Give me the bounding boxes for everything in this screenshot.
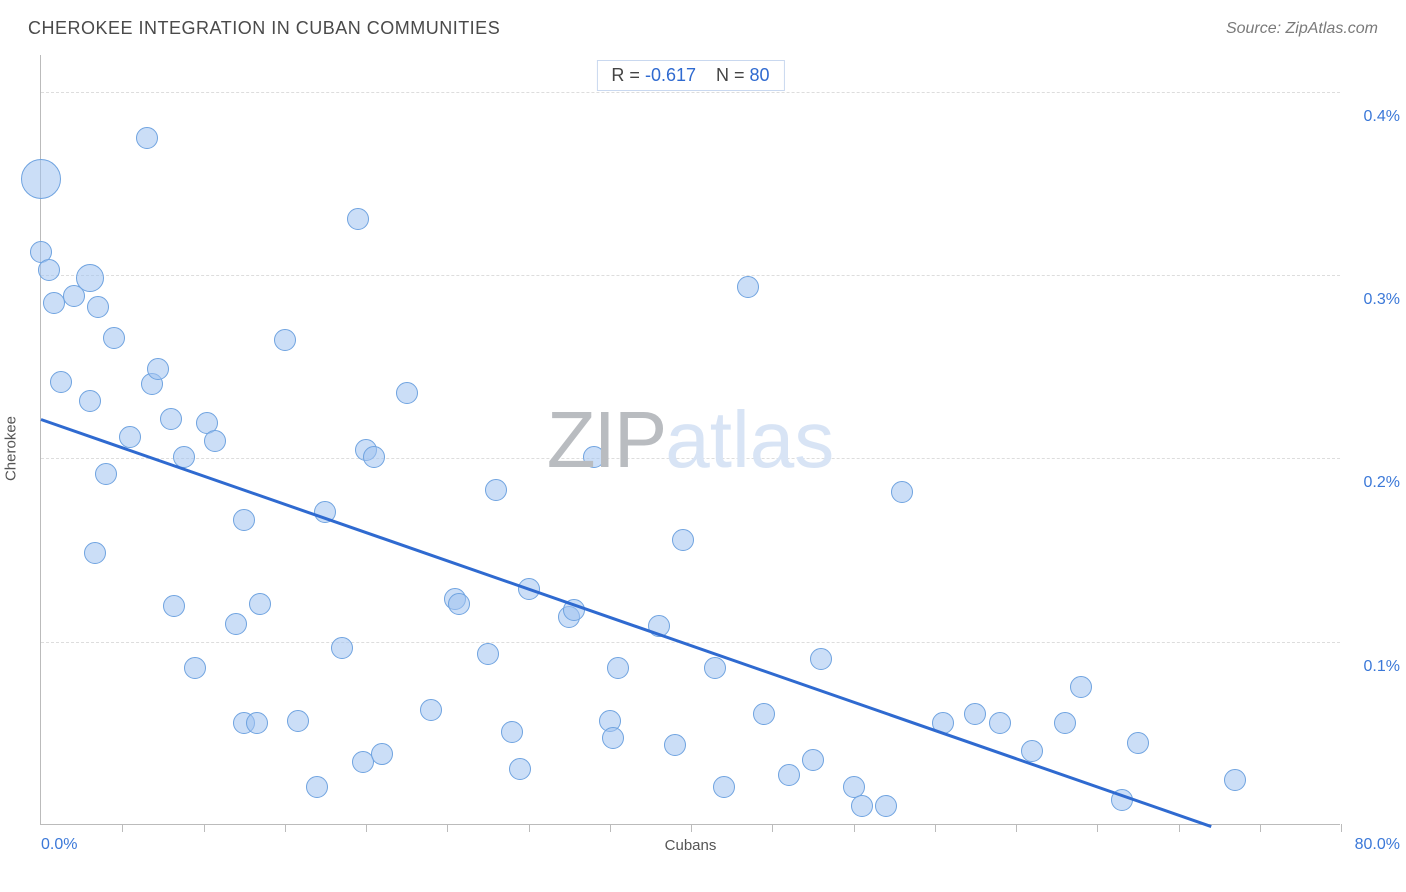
x-tick: [1097, 824, 1098, 832]
x-tick: [691, 824, 692, 832]
x-axis-label: Cubans: [665, 837, 717, 854]
data-point: [802, 749, 824, 771]
data-point: [76, 264, 104, 292]
data-point: [485, 479, 507, 501]
x-tick: [1179, 824, 1180, 832]
data-point: [664, 734, 686, 756]
data-point: [347, 208, 369, 230]
x-tick: [610, 824, 611, 832]
data-point: [84, 542, 106, 564]
data-point: [331, 637, 353, 659]
data-point: [38, 259, 60, 281]
watermark-atlas: atlas: [665, 395, 834, 484]
y-tick-label: 0.3%: [1364, 291, 1400, 309]
data-point: [136, 127, 158, 149]
gridline: [41, 92, 1340, 93]
data-point: [274, 329, 296, 351]
data-point: [509, 758, 531, 780]
r-value: -0.617: [645, 65, 696, 85]
data-point: [184, 657, 206, 679]
x-tick: [854, 824, 855, 832]
data-point: [989, 712, 1011, 734]
data-point: [233, 509, 255, 531]
data-point: [1127, 732, 1149, 754]
data-point: [891, 481, 913, 503]
scatter-chart: R = -0.617 N = 80 ZIPatlas Cherokee Cuba…: [40, 55, 1340, 825]
chart-title: CHEROKEE INTEGRATION IN CUBAN COMMUNITIE…: [28, 18, 500, 39]
data-point: [1054, 712, 1076, 734]
data-point: [1021, 740, 1043, 762]
x-tick: [122, 824, 123, 832]
data-point: [713, 776, 735, 798]
y-tick-label: 0.1%: [1364, 658, 1400, 676]
data-point: [396, 382, 418, 404]
x-max-label: 80.0%: [1355, 836, 1400, 854]
gridline: [41, 275, 1340, 276]
data-point: [875, 795, 897, 817]
data-point: [103, 327, 125, 349]
data-point: [753, 703, 775, 725]
data-point: [371, 743, 393, 765]
data-point: [287, 710, 309, 732]
watermark-zip: ZIP: [547, 395, 665, 484]
data-point: [21, 159, 61, 199]
chart-header: CHEROKEE INTEGRATION IN CUBAN COMMUNITIE…: [28, 18, 1378, 39]
data-point: [246, 712, 268, 734]
data-point: [163, 595, 185, 617]
data-point: [79, 390, 101, 412]
chart-source: Source: ZipAtlas.com: [1226, 20, 1378, 38]
data-point: [1070, 676, 1092, 698]
data-point: [249, 593, 271, 615]
x-tick: [447, 824, 448, 832]
data-point: [225, 613, 247, 635]
data-point: [95, 463, 117, 485]
x-tick: [204, 824, 205, 832]
data-point: [306, 776, 328, 798]
x-min-label: 0.0%: [41, 836, 77, 854]
data-point: [1224, 769, 1246, 791]
data-point: [448, 593, 470, 615]
x-tick: [1260, 824, 1261, 832]
r-label: R =: [611, 65, 640, 85]
data-point: [119, 426, 141, 448]
data-point: [607, 657, 629, 679]
data-point: [501, 721, 523, 743]
data-point: [204, 430, 226, 452]
data-point: [363, 446, 385, 468]
data-point: [50, 371, 72, 393]
data-point: [737, 276, 759, 298]
data-point: [704, 657, 726, 679]
stats-box: R = -0.617 N = 80: [596, 60, 784, 91]
data-point: [964, 703, 986, 725]
x-tick: [1016, 824, 1017, 832]
data-point: [477, 643, 499, 665]
y-axis-label: Cherokee: [3, 415, 20, 480]
gridline: [41, 458, 1340, 459]
x-tick: [529, 824, 530, 832]
data-point: [778, 764, 800, 786]
x-tick: [1341, 824, 1342, 832]
data-point: [851, 795, 873, 817]
x-tick: [285, 824, 286, 832]
x-tick: [772, 824, 773, 832]
n-value: 80: [750, 65, 770, 85]
data-point: [602, 727, 624, 749]
x-tick: [366, 824, 367, 832]
data-point: [810, 648, 832, 670]
data-point: [147, 358, 169, 380]
gridline: [41, 642, 1340, 643]
y-tick-label: 0.2%: [1364, 474, 1400, 492]
data-point: [160, 408, 182, 430]
regression-line: [41, 418, 1212, 828]
n-label: N =: [716, 65, 745, 85]
data-point: [87, 296, 109, 318]
x-tick: [935, 824, 936, 832]
watermark: ZIPatlas: [547, 394, 834, 486]
data-point: [672, 529, 694, 551]
y-tick-label: 0.4%: [1364, 108, 1400, 126]
data-point: [583, 446, 605, 468]
data-point: [420, 699, 442, 721]
